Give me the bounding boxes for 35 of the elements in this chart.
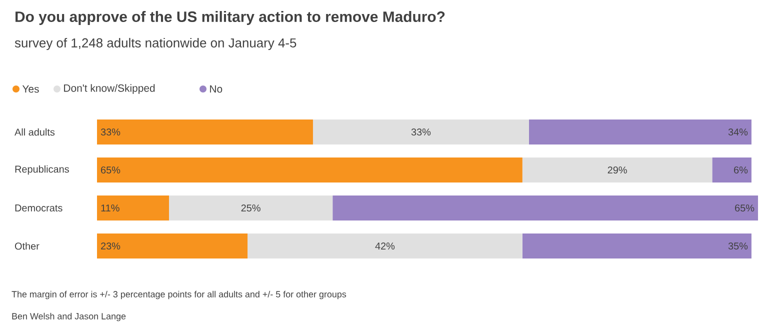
chart-subtitle: survey of 1,248 adults nationwide on January 4-5: [14, 38, 296, 50]
legend-label: Don't know/Skipped: [64, 84, 155, 94]
data-label: 35%: [728, 242, 748, 250]
bar: [168, 196, 333, 220]
text: Ben Welsh and Jason Lange: [12, 312, 126, 322]
data-label: 65%: [735, 204, 754, 212]
bar: [522, 158, 712, 182]
bar: [97, 158, 522, 182]
bar: [712, 158, 752, 182]
data-label: 11%: [101, 204, 120, 212]
bar: [528, 120, 752, 144]
bar: [97, 120, 313, 144]
data-label: 6%: [734, 166, 748, 174]
legend-label: Yes: [22, 85, 39, 93]
y-tick-label: Democrats: [15, 204, 62, 212]
data-label: 33%: [100, 128, 120, 136]
data-label: 65%: [101, 166, 120, 174]
data-label: 23%: [101, 242, 120, 250]
data-label: 33%: [411, 128, 431, 136]
bar: [97, 234, 248, 258]
y-tick-label: Republicans: [15, 165, 69, 175]
y-tick-label: Other: [14, 242, 40, 250]
bar: [312, 120, 529, 144]
bar: [97, 196, 169, 220]
y-tick-label: All adults: [14, 128, 55, 136]
data-label: 34%: [728, 128, 748, 136]
data-label: 29%: [608, 166, 627, 174]
data-label: 25%: [241, 204, 260, 212]
bar: [522, 234, 752, 258]
chart-title: Do you approve of the US military action to remove Maduro?: [16, 11, 445, 25]
text: The margin of error is +/- 3 percentage points for all adults and +/- 5 for other groups: [12, 290, 346, 300]
bar: [248, 234, 522, 258]
data-label: 42%: [375, 242, 395, 250]
bar: [332, 196, 758, 220]
legend-label: No: [210, 85, 222, 93]
